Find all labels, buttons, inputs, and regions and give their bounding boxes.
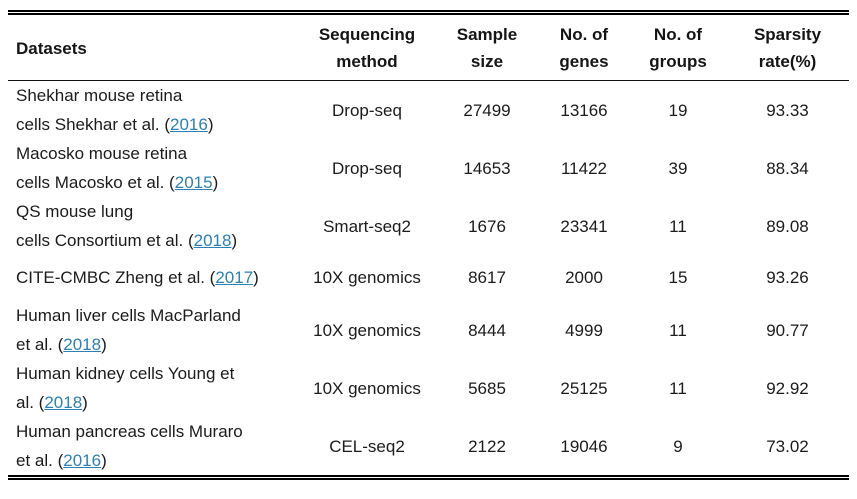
table-row-qs-lung: QS mouse lung cells Consortium et al. (2…	[8, 197, 849, 255]
no-of-groups-cell: 15	[668, 268, 688, 287]
citation-close-paren: )	[212, 173, 219, 192]
dataset-citation: cells Macosko et al. (	[16, 173, 175, 192]
header-sample-line1: Sample	[456, 25, 518, 44]
citation-year-link[interactable]: 2015	[174, 173, 213, 192]
citation-close-paren: )	[207, 115, 214, 134]
col-header-sparsity-rate: Sparsity rate(%)	[726, 12, 849, 81]
col-header-sample-size: Sample size	[436, 12, 538, 81]
table-row-human-pancreas: Human pancreas cells Muraro et al. (2016…	[8, 417, 849, 478]
header-sample-line2: size	[470, 52, 504, 71]
col-header-datasets: Datasets	[8, 12, 298, 81]
header-sparsity-line1: Sparsity	[753, 25, 822, 44]
sample-size-cell: 1676	[468, 216, 506, 236]
table-row-human-liver: Human liver cells MacParland et al. (201…	[8, 301, 849, 359]
citation-close-paren: )	[101, 335, 107, 354]
dataset-citation: al. (	[16, 393, 45, 412]
no-of-genes-cell: 23341	[560, 216, 608, 236]
dataset-citation: et al. (	[16, 335, 64, 354]
citation-close-paren: )	[253, 268, 259, 287]
no-of-genes-cell: 13166	[560, 100, 608, 120]
sample-size-cell: 14653	[463, 158, 511, 178]
sparsity-rate-cell: 92.92	[766, 378, 809, 398]
dataset-name: Macosko mouse retina	[16, 144, 188, 163]
sequencing-method-cell: 10X genomics	[313, 320, 421, 340]
no-of-groups-cell: 11	[669, 320, 687, 340]
dataset-cell: Shekhar mouse retina cells Shekhar et al…	[8, 81, 298, 140]
no-of-groups-cell: 9	[673, 436, 683, 456]
header-sparsity-line2: rate(%)	[758, 52, 817, 71]
dataset-name: QS mouse lung	[16, 202, 134, 221]
header-genes-line2: genes	[559, 52, 609, 71]
sample-size-cell: 2122	[468, 436, 506, 456]
dataset-cell: CITE-CMBC Zheng et al. (2017)	[8, 255, 298, 301]
citation-close-paren: )	[82, 393, 88, 412]
col-header-sequencing-method: Sequencing method	[298, 12, 436, 81]
dataset-cell: Human kidney cells Young et al. (2018)	[8, 359, 298, 417]
table-row-cite-cmbc: CITE-CMBC Zheng et al. (2017) 10X genomi…	[8, 255, 849, 301]
no-of-genes-cell: 25125	[560, 378, 608, 398]
no-of-groups-cell: 11	[669, 378, 687, 398]
header-datasets-label: Datasets	[16, 38, 87, 58]
dataset-cell: QS mouse lung cells Consortium et al. (2…	[8, 197, 298, 255]
sequencing-method-cell: 10X genomics	[313, 378, 421, 398]
sample-size-cell: 8617	[468, 268, 506, 287]
table-row-shekhar: Shekhar mouse retina cells Shekhar et al…	[8, 81, 849, 140]
dataset-citation: cells Consortium et al. (	[16, 231, 194, 250]
no-of-groups-cell: 19	[668, 100, 688, 120]
sequencing-method-cell: Drop-seq	[332, 100, 402, 120]
no-of-genes-cell: 19046	[560, 436, 608, 456]
sample-size-cell: 27499	[463, 100, 511, 120]
citation-close-paren: )	[101, 451, 107, 470]
col-header-no-of-genes: No. of genes	[538, 12, 630, 81]
col-header-no-of-groups: No. of groups	[630, 12, 726, 81]
no-of-groups-cell: 11	[669, 216, 687, 236]
dataset-name: Human pancreas cells Muraro	[16, 422, 243, 441]
no-of-groups-cell: 39	[668, 158, 688, 178]
dataset-cell: Human pancreas cells Muraro et al. (2016…	[8, 417, 298, 478]
dataset-name: Human liver cells MacParland	[16, 306, 241, 325]
datasets-table: Datasets Sequencing method Sample size No.…	[8, 10, 849, 480]
sparsity-rate-cell: 90.77	[766, 320, 809, 340]
citation-year-link[interactable]: 2018	[193, 231, 232, 250]
no-of-genes-cell: 11422	[560, 158, 607, 178]
citation-year-link[interactable]: 2016	[170, 115, 208, 134]
sparsity-rate-cell: 89.08	[766, 216, 809, 236]
sequencing-method-cell: Drop-seq	[332, 158, 402, 178]
dataset-name: Shekhar mouse retina	[16, 86, 183, 105]
dataset-citation: et al. (	[16, 451, 64, 470]
sequencing-method-cell: Smart-seq2	[323, 216, 411, 236]
no-of-genes-cell: 4999	[565, 320, 603, 340]
sparsity-rate-cell: 93.33	[766, 100, 809, 120]
citation-year-link[interactable]: 2018	[63, 335, 102, 354]
citation-close-paren: )	[231, 231, 238, 250]
table-row-human-kidney: Human kidney cells Young et al. (2018) 1…	[8, 359, 849, 417]
header-row: Datasets Sequencing method Sample size No.…	[8, 12, 849, 81]
table-row-macosko: Macosko mouse retina cells Macosko et al…	[8, 139, 849, 197]
sample-size-cell: 8444	[468, 320, 506, 340]
header-method-line1: Sequencing	[318, 25, 416, 44]
sparsity-rate-cell: 73.02	[766, 436, 809, 456]
citation-year-link[interactable]: 2016	[63, 451, 102, 470]
dataset-name: Human kidney cells Young et	[16, 364, 235, 383]
dataset-cell: Macosko mouse retina cells Macosko et al…	[8, 139, 298, 197]
sequencing-method-cell: 10X genomics	[313, 268, 421, 287]
sample-size-cell: 5685	[468, 378, 506, 398]
header-method-line2: method	[336, 52, 398, 71]
sparsity-rate-cell: 88.34	[766, 158, 809, 178]
sparsity-rate-cell: 93.26	[766, 268, 809, 287]
header-groups-line1: No. of	[653, 25, 703, 44]
sequencing-method-cell: CEL-seq2	[329, 436, 405, 456]
header-genes-line1: No. of	[559, 25, 609, 44]
no-of-genes-cell: 2000	[565, 268, 603, 287]
dataset-citation: CITE-CMBC Zheng et al. (	[16, 268, 216, 287]
paper-table-container: Datasets Sequencing method Sample size No.…	[8, 10, 849, 480]
citation-year-link[interactable]: 2018	[44, 393, 83, 412]
dataset-citation: cells Shekhar et al. (	[16, 115, 171, 134]
dataset-cell: Human liver cells MacParland et al. (201…	[8, 301, 298, 359]
citation-year-link[interactable]: 2017	[215, 268, 254, 287]
header-groups-line2: groups	[649, 52, 707, 71]
